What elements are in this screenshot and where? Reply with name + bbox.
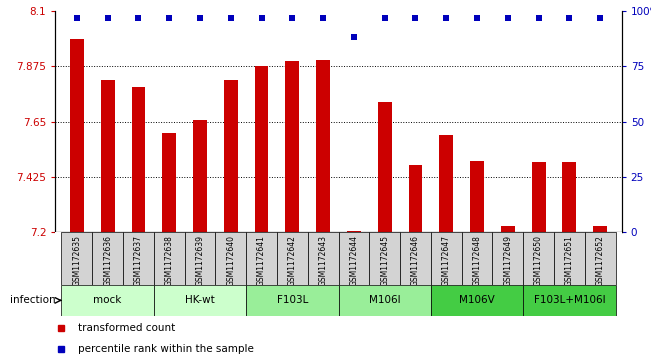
Text: GSM1172651: GSM1172651	[565, 235, 574, 286]
Bar	[246, 285, 339, 316]
Point	[226, 15, 236, 20]
Bar	[61, 232, 92, 285]
Text: GSM1172636: GSM1172636	[103, 235, 112, 286]
Bar	[409, 165, 422, 232]
Bar	[285, 61, 299, 232]
Bar	[593, 226, 607, 232]
Text: GSM1172639: GSM1172639	[195, 235, 204, 286]
Text: GSM1172640: GSM1172640	[227, 235, 235, 286]
Bar	[562, 162, 576, 232]
Text: percentile rank within the sample: percentile rank within the sample	[78, 344, 254, 354]
Bar	[339, 232, 369, 285]
Text: GSM1172650: GSM1172650	[534, 235, 543, 286]
Bar	[585, 232, 616, 285]
Bar	[501, 226, 515, 232]
Text: GSM1172641: GSM1172641	[257, 235, 266, 286]
Point	[195, 15, 205, 20]
Bar	[132, 87, 145, 232]
Text: GSM1172646: GSM1172646	[411, 235, 420, 286]
Bar	[378, 102, 392, 232]
Bar	[162, 132, 176, 232]
Bar	[492, 232, 523, 285]
Bar	[439, 135, 453, 232]
Bar	[523, 232, 554, 285]
Point	[410, 15, 421, 20]
Bar	[523, 285, 616, 316]
Bar	[400, 232, 431, 285]
Bar	[255, 66, 268, 232]
Bar	[193, 121, 207, 232]
Bar	[316, 60, 330, 232]
Text: F103L: F103L	[277, 295, 308, 305]
Point	[133, 15, 144, 20]
Bar	[101, 80, 115, 232]
Bar	[431, 285, 523, 316]
Text: transformed count: transformed count	[78, 323, 175, 333]
Point	[595, 15, 605, 20]
Bar	[215, 232, 246, 285]
Bar	[369, 232, 400, 285]
Bar	[470, 161, 484, 232]
Text: GSM1172652: GSM1172652	[596, 235, 605, 286]
Point	[503, 15, 513, 20]
Text: GSM1172643: GSM1172643	[318, 235, 327, 286]
Bar	[185, 232, 215, 285]
Bar	[339, 285, 431, 316]
Point	[318, 15, 328, 20]
Bar	[123, 232, 154, 285]
Text: mock: mock	[94, 295, 122, 305]
Bar	[92, 232, 123, 285]
Bar	[308, 232, 339, 285]
Point	[564, 15, 575, 20]
Point	[287, 15, 298, 20]
Text: M106I: M106I	[369, 295, 400, 305]
Text: GSM1172635: GSM1172635	[72, 235, 81, 286]
Text: infection: infection	[10, 295, 56, 305]
Point	[72, 15, 82, 20]
Text: GSM1172648: GSM1172648	[473, 235, 482, 286]
Bar	[532, 162, 546, 232]
Point	[533, 15, 544, 20]
Bar	[154, 285, 246, 316]
Bar	[431, 232, 462, 285]
Bar	[462, 232, 492, 285]
Text: GSM1172637: GSM1172637	[134, 235, 143, 286]
Point	[441, 15, 451, 20]
Bar	[246, 232, 277, 285]
Text: F103L+M106I: F103L+M106I	[534, 295, 605, 305]
Point	[102, 15, 113, 20]
Text: GSM1172645: GSM1172645	[380, 235, 389, 286]
Point	[349, 34, 359, 40]
Bar	[61, 285, 154, 316]
Point	[472, 15, 482, 20]
Point	[380, 15, 390, 20]
Text: HK-wt: HK-wt	[185, 295, 215, 305]
Bar	[224, 80, 238, 232]
Point	[256, 15, 267, 20]
Bar	[277, 232, 308, 285]
Text: GSM1172638: GSM1172638	[165, 235, 174, 286]
Bar	[347, 231, 361, 232]
Text: GSM1172642: GSM1172642	[288, 235, 297, 286]
Text: GSM1172649: GSM1172649	[503, 235, 512, 286]
Text: GSM1172644: GSM1172644	[350, 235, 359, 286]
Bar	[554, 232, 585, 285]
Bar	[70, 39, 84, 232]
Point	[164, 15, 174, 20]
Text: GSM1172647: GSM1172647	[442, 235, 450, 286]
Bar	[154, 232, 185, 285]
Text: M106V: M106V	[459, 295, 495, 305]
